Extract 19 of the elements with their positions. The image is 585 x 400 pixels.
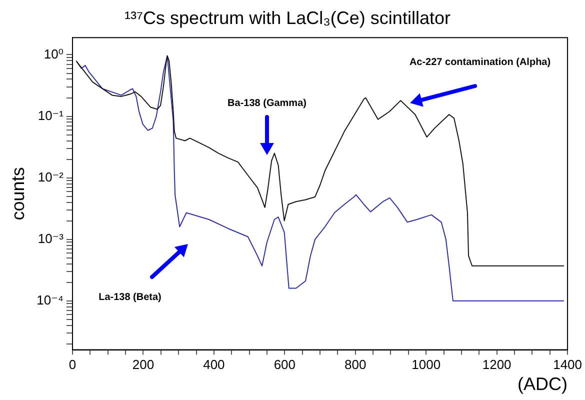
x-axis-title: (ADC): [518, 374, 568, 394]
x-tick-label: 0: [68, 357, 76, 372]
annotation: Ba-138 (Gamma): [228, 98, 306, 109]
x-tick-label: 600: [274, 357, 296, 372]
x-tick-label: 1000: [412, 357, 441, 372]
annotation: La-138 (Beta): [98, 292, 162, 303]
y-axis-title: counts: [8, 167, 28, 220]
y-tick-label: 10⁰: [44, 46, 64, 62]
x-tick-label: 400: [203, 357, 225, 372]
x-tick-label: 800: [344, 357, 366, 372]
y-tick-label: 10⁻⁴: [36, 292, 64, 308]
y-tick-label: 10⁻¹: [38, 108, 64, 123]
annotation: Ac-227 contamination (Alpha): [409, 56, 551, 68]
x-tick-label: 1400: [553, 357, 582, 372]
x-tick-label: 200: [132, 357, 154, 372]
chart-title: ¹³⁷Cs spectrum with LaCl₃(Ce) scintillator: [124, 8, 450, 28]
y-tick-label: 10⁻²: [38, 169, 64, 184]
x-tick-label: 1200: [482, 357, 512, 372]
y-tick-label: 10⁻³: [38, 230, 64, 246]
